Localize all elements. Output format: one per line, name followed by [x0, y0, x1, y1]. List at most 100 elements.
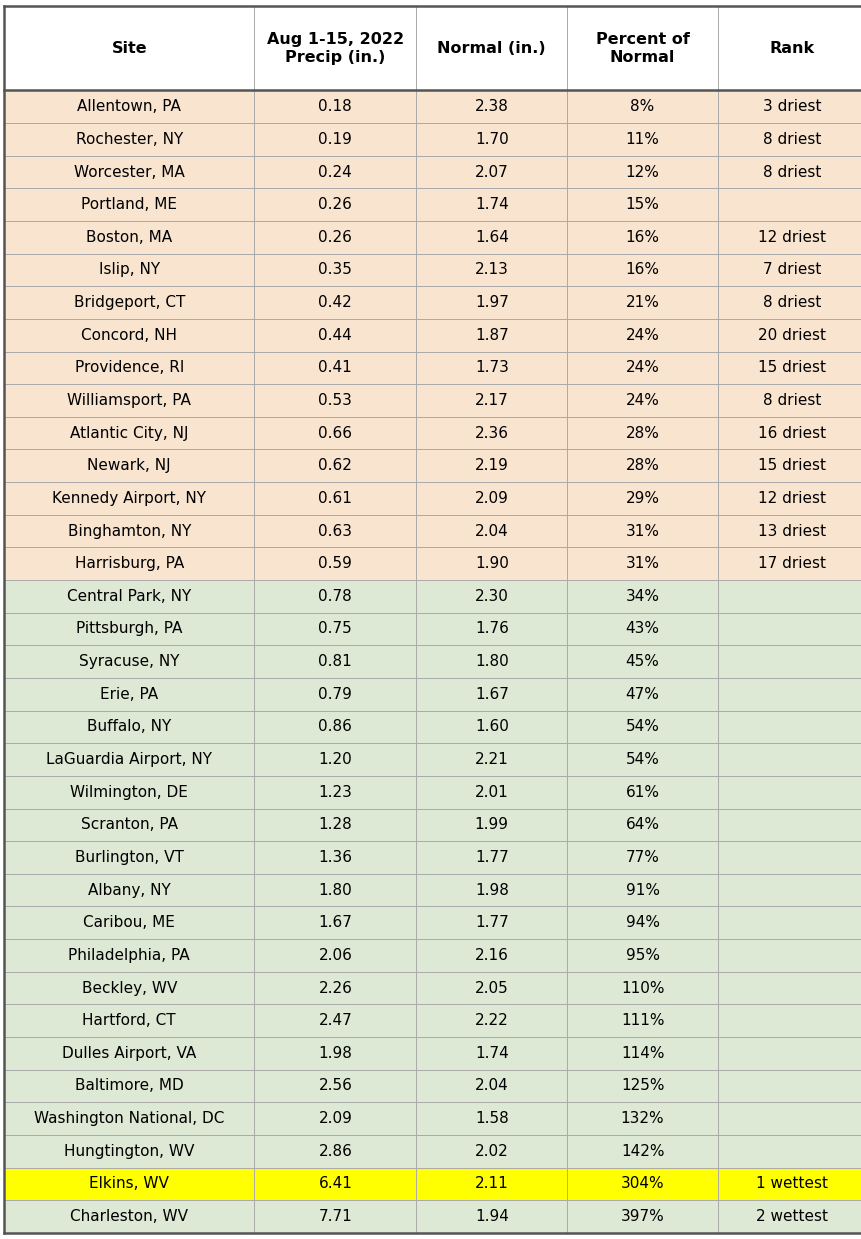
Text: Syracuse, NY: Syracuse, NY	[79, 654, 179, 669]
Text: 142%: 142%	[620, 1144, 664, 1158]
Bar	[567, 646, 717, 678]
Text: Wilmington, DE: Wilmington, DE	[71, 784, 188, 799]
Text: Beckley, WV: Beckley, WV	[82, 980, 177, 995]
Bar	[416, 352, 567, 384]
Text: 7 driest: 7 driest	[762, 263, 821, 278]
Text: Elkins, WV: Elkins, WV	[90, 1176, 169, 1192]
Bar	[567, 286, 717, 318]
Text: 45%: 45%	[625, 654, 659, 669]
Bar	[567, 1167, 717, 1201]
Bar	[254, 612, 416, 646]
Bar	[416, 123, 567, 156]
Text: 28%: 28%	[625, 426, 659, 441]
Text: 132%: 132%	[620, 1111, 664, 1126]
Bar	[416, 646, 567, 678]
Text: 2.16: 2.16	[474, 948, 508, 963]
Bar	[717, 1135, 861, 1167]
Bar	[717, 286, 861, 318]
Text: Portland, ME: Portland, ME	[81, 197, 177, 212]
Text: Washington National, DC: Washington National, DC	[34, 1111, 224, 1126]
Bar	[4, 514, 254, 548]
Bar	[416, 318, 567, 352]
Bar	[416, 907, 567, 939]
Bar	[254, 776, 416, 809]
Bar	[254, 318, 416, 352]
Text: 0.26: 0.26	[318, 229, 352, 245]
Bar	[717, 514, 861, 548]
Bar	[567, 711, 717, 743]
Bar	[717, 156, 861, 188]
Bar	[567, 873, 717, 907]
Bar	[717, 971, 861, 1005]
Bar	[717, 254, 861, 286]
Bar	[4, 416, 254, 450]
Bar	[717, 318, 861, 352]
Bar	[4, 809, 254, 841]
Bar	[717, 907, 861, 939]
Text: Albany, NY: Albany, NY	[88, 882, 170, 897]
Bar	[567, 318, 717, 352]
Text: 2.09: 2.09	[318, 1111, 352, 1126]
Bar	[4, 612, 254, 646]
Text: 125%: 125%	[620, 1078, 664, 1094]
Bar	[416, 1201, 567, 1233]
Text: 77%: 77%	[625, 850, 659, 865]
Bar	[416, 548, 567, 580]
Text: 1.60: 1.60	[474, 720, 508, 735]
Bar	[4, 1037, 254, 1069]
Bar	[567, 776, 717, 809]
Text: 2.21: 2.21	[474, 752, 508, 767]
Bar	[416, 90, 567, 123]
Bar	[717, 939, 861, 971]
Bar	[567, 612, 717, 646]
Text: 34%: 34%	[625, 589, 659, 603]
Bar	[4, 678, 254, 711]
Bar	[567, 221, 717, 254]
Bar	[717, 90, 861, 123]
Text: 17 driest: 17 driest	[758, 556, 825, 571]
Text: 2.09: 2.09	[474, 491, 508, 506]
Bar	[4, 352, 254, 384]
Text: 0.41: 0.41	[318, 361, 352, 375]
Bar	[567, 254, 717, 286]
Text: 0.53: 0.53	[318, 393, 352, 408]
Bar	[416, 514, 567, 548]
Bar	[717, 6, 861, 90]
Text: Newark, NJ: Newark, NJ	[87, 458, 171, 473]
Bar	[717, 743, 861, 776]
Bar	[4, 254, 254, 286]
Text: 2.56: 2.56	[318, 1078, 352, 1094]
Bar	[416, 384, 567, 416]
Bar	[416, 939, 567, 971]
Bar	[4, 156, 254, 188]
Bar	[567, 939, 717, 971]
Text: 0.78: 0.78	[318, 589, 352, 603]
Text: 0.24: 0.24	[318, 165, 352, 180]
Text: 0.66: 0.66	[318, 426, 352, 441]
Bar	[567, 971, 717, 1005]
Text: 0.44: 0.44	[318, 328, 352, 343]
Text: Islip, NY: Islip, NY	[99, 263, 159, 278]
Bar	[4, 907, 254, 939]
Bar	[567, 514, 717, 548]
Text: 7.71: 7.71	[318, 1209, 352, 1224]
Bar	[254, 971, 416, 1005]
Bar	[567, 416, 717, 450]
Text: 31%: 31%	[625, 524, 659, 539]
Text: Atlantic City, NJ: Atlantic City, NJ	[70, 426, 189, 441]
Bar	[717, 450, 861, 482]
Text: 64%: 64%	[625, 818, 659, 833]
Bar	[416, 971, 567, 1005]
Bar	[416, 743, 567, 776]
Bar	[254, 939, 416, 971]
Bar	[717, 352, 861, 384]
Text: Percent of
Normal: Percent of Normal	[595, 31, 689, 66]
Text: Williamsport, PA: Williamsport, PA	[67, 393, 191, 408]
Text: 12 driest: 12 driest	[758, 229, 825, 245]
Bar	[717, 1201, 861, 1233]
Text: 2.22: 2.22	[474, 1014, 508, 1028]
Text: 2.01: 2.01	[474, 784, 508, 799]
Bar	[4, 450, 254, 482]
Bar	[717, 1037, 861, 1069]
Text: 1.77: 1.77	[474, 850, 508, 865]
